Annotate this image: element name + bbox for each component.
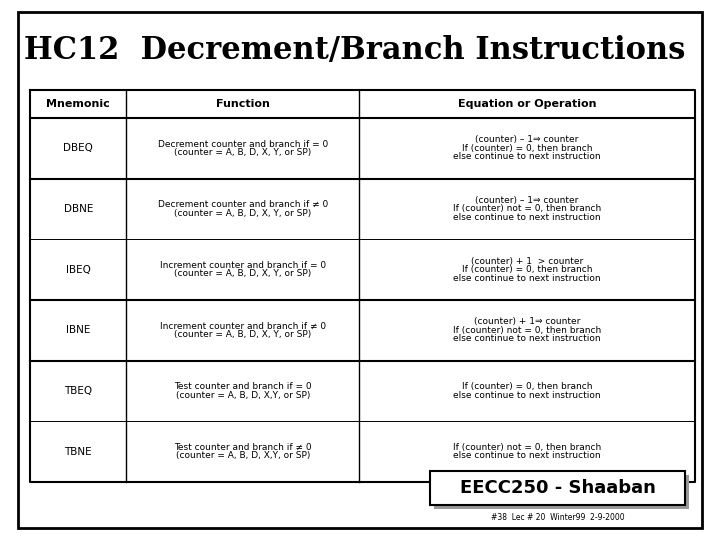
Text: If (counter) = 0, then branch: If (counter) = 0, then branch [462,144,593,153]
Text: IBEQ: IBEQ [66,265,91,275]
Text: else continue to next instruction: else continue to next instruction [454,451,601,461]
Text: (counter = A, B, D, X,Y, or SP): (counter = A, B, D, X,Y, or SP) [176,451,310,461]
Text: TBEQ: TBEQ [64,386,92,396]
Text: #38  Lec # 20  Winter99  2-9-2000: #38 Lec # 20 Winter99 2-9-2000 [491,512,624,522]
Text: If (counter) = 0, then branch: If (counter) = 0, then branch [462,265,593,274]
Text: EECC250 - Shaaban: EECC250 - Shaaban [459,479,655,497]
Text: DBEQ: DBEQ [63,143,93,153]
Text: Mnemonic: Mnemonic [46,99,110,109]
Text: If (counter) not = 0, then branch: If (counter) not = 0, then branch [453,326,601,335]
Bar [430,471,685,505]
Text: If (counter) not = 0, then branch: If (counter) not = 0, then branch [453,443,601,452]
Text: (counter) + 1⇒ counter: (counter) + 1⇒ counter [474,318,580,326]
Text: Increment counter and branch if = 0: Increment counter and branch if = 0 [160,261,326,270]
Text: DBNE: DBNE [63,204,93,214]
Text: (counter) – 1⇒ counter: (counter) – 1⇒ counter [475,136,579,144]
Text: TBNE: TBNE [64,447,92,457]
Text: (counter = A, B, D, X, Y, or SP): (counter = A, B, D, X, Y, or SP) [174,269,312,279]
Text: (counter = A, B, D, X, Y, or SP): (counter = A, B, D, X, Y, or SP) [174,209,312,218]
Text: Equation or Operation: Equation or Operation [458,99,596,109]
Text: (counter) – 1⇒ counter: (counter) – 1⇒ counter [475,196,579,205]
Text: else continue to next instruction: else continue to next instruction [454,334,601,343]
Text: (counter) + 1  > counter: (counter) + 1 > counter [471,256,583,266]
Text: Test counter and branch if ≠ 0: Test counter and branch if ≠ 0 [174,443,312,452]
Text: else continue to next instruction: else continue to next instruction [454,213,601,222]
Bar [434,475,689,509]
Text: (counter = A, B, D, X,Y, or SP): (counter = A, B, D, X,Y, or SP) [176,391,310,400]
Text: If (counter) not = 0, then branch: If (counter) not = 0, then branch [453,205,601,213]
Text: (counter = A, B, D, X, Y, or SP): (counter = A, B, D, X, Y, or SP) [174,330,312,339]
Text: IBNE: IBNE [66,325,91,335]
Text: Test counter and branch if = 0: Test counter and branch if = 0 [174,382,312,392]
Text: If (counter) = 0, then branch: If (counter) = 0, then branch [462,382,593,392]
Text: Decrement counter and branch if ≠ 0: Decrement counter and branch if ≠ 0 [158,200,328,209]
Text: Function: Function [216,99,270,109]
Text: Decrement counter and branch if = 0: Decrement counter and branch if = 0 [158,139,328,148]
Text: (counter = A, B, D, X, Y, or SP): (counter = A, B, D, X, Y, or SP) [174,148,312,157]
Text: HC12  Decrement/Branch Instructions: HC12 Decrement/Branch Instructions [24,35,685,65]
Text: else continue to next instruction: else continue to next instruction [454,274,601,282]
Text: else continue to next instruction: else continue to next instruction [454,391,601,400]
Text: else continue to next instruction: else continue to next instruction [454,152,601,161]
Text: Increment counter and branch if ≠ 0: Increment counter and branch if ≠ 0 [160,322,326,330]
